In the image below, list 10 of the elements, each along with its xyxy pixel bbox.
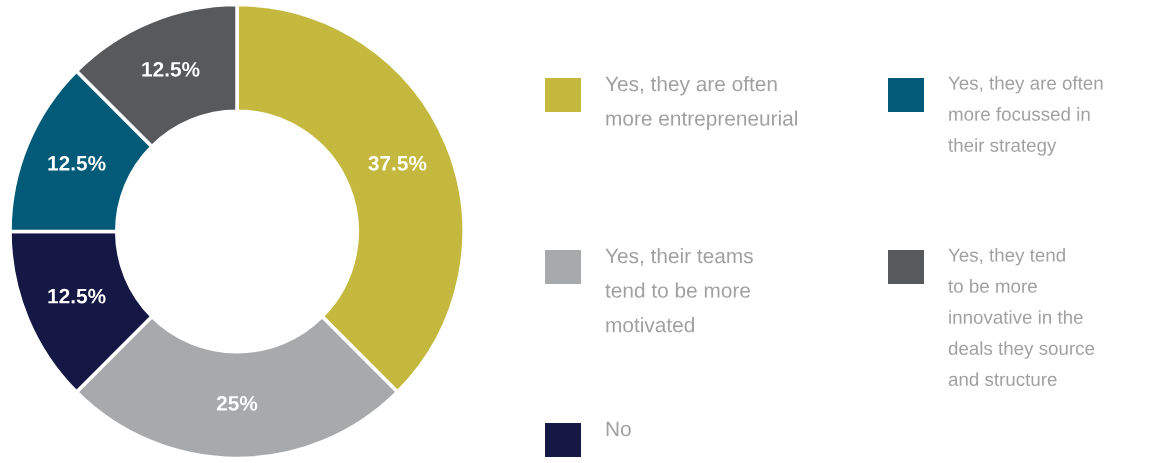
data-label: 12.5% xyxy=(48,288,106,304)
data-label: 12.5% xyxy=(142,61,200,77)
data-label: 12.5% xyxy=(48,155,106,171)
legend-label: Yes, they are often more entrepreneurial xyxy=(605,76,797,130)
legend-label: No xyxy=(606,421,631,437)
data-label: 25% xyxy=(216,395,258,411)
data-label: 37.5% xyxy=(368,155,427,171)
legend-label: Yes, they tend to be more innovative in the deals they source and structure xyxy=(948,248,1095,387)
legend-label: Yes, their teams tend to be more motivated xyxy=(605,248,753,333)
legend-label: Yes, they are often more focussed in their strategy xyxy=(948,76,1103,156)
